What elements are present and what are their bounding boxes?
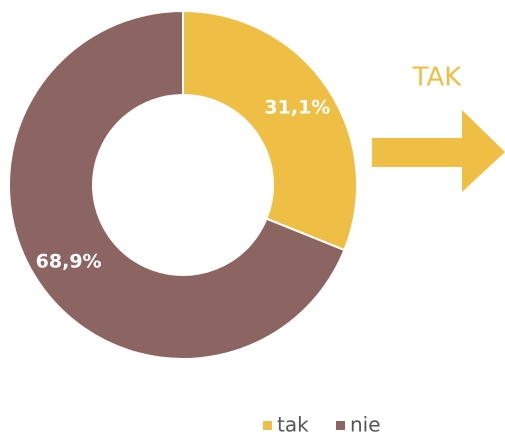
value-label: 31,1%: [264, 96, 330, 118]
legend-label: tak: [277, 413, 309, 437]
annotation: TAK: [412, 63, 463, 93]
legend-swatch: [336, 421, 345, 430]
legend-swatch: [263, 421, 272, 430]
slice: [8, 9, 346, 360]
arrow: [372, 110, 505, 192]
legend-label: nie: [350, 413, 381, 437]
value-label: 68,9%: [36, 251, 102, 273]
slice: [182, 9, 358, 252]
